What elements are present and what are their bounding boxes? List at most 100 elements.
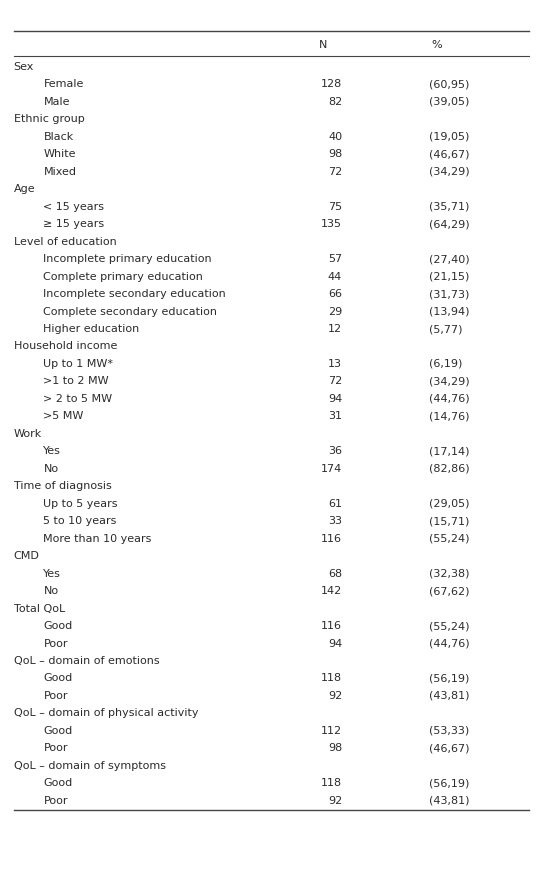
Text: Sex: Sex [14, 62, 34, 72]
Text: >5 MW: >5 MW [43, 411, 84, 421]
Text: Yes: Yes [43, 446, 61, 456]
Text: (43,81): (43,81) [429, 691, 470, 701]
Text: (21,15): (21,15) [429, 271, 469, 281]
Text: Household income: Household income [14, 341, 117, 351]
Text: 29: 29 [328, 306, 342, 316]
Text: Work: Work [14, 429, 42, 439]
Text: (19,05): (19,05) [429, 132, 469, 142]
Text: Good: Good [43, 621, 73, 631]
Text: 116: 116 [321, 534, 342, 544]
Text: 94: 94 [328, 394, 342, 404]
Text: (34,29): (34,29) [429, 376, 470, 386]
Text: ≥ 15 years: ≥ 15 years [43, 220, 105, 229]
Text: Yes: Yes [43, 569, 61, 579]
Text: %: % [432, 40, 443, 50]
Text: (56,19): (56,19) [429, 674, 469, 684]
Text: 142: 142 [321, 586, 342, 596]
Text: Good: Good [43, 726, 73, 736]
Text: 61: 61 [328, 499, 342, 509]
Text: (55,24): (55,24) [429, 621, 470, 631]
Text: 116: 116 [321, 621, 342, 631]
Text: (82,86): (82,86) [429, 464, 470, 474]
Text: Level of education: Level of education [14, 237, 116, 246]
Text: (44,76): (44,76) [429, 639, 470, 649]
Text: (64,29): (64,29) [429, 220, 470, 229]
Text: No: No [43, 586, 59, 596]
Text: Up to 5 years: Up to 5 years [43, 499, 118, 509]
Text: 98: 98 [328, 744, 342, 754]
Text: (17,14): (17,14) [429, 446, 470, 456]
Text: < 15 years: < 15 years [43, 202, 104, 211]
Text: (27,40): (27,40) [429, 254, 470, 264]
Text: Time of diagnosis: Time of diagnosis [14, 481, 111, 491]
Text: (46,67): (46,67) [429, 150, 470, 159]
Text: More than 10 years: More than 10 years [43, 534, 152, 544]
Text: 72: 72 [328, 167, 342, 177]
Text: 112: 112 [321, 726, 342, 736]
Text: (46,67): (46,67) [429, 744, 470, 754]
Text: (34,29): (34,29) [429, 167, 470, 177]
Text: 128: 128 [321, 80, 342, 90]
Text: Female: Female [43, 80, 84, 90]
Text: (53,33): (53,33) [429, 726, 469, 736]
Text: 118: 118 [321, 779, 342, 788]
Text: Complete primary education: Complete primary education [43, 271, 203, 281]
Text: (67,62): (67,62) [429, 586, 470, 596]
Text: 68: 68 [328, 569, 342, 579]
Text: (35,71): (35,71) [429, 202, 469, 211]
Text: 12: 12 [328, 324, 342, 334]
Text: Poor: Poor [43, 744, 68, 754]
Text: No: No [43, 464, 59, 474]
Text: 92: 92 [328, 691, 342, 701]
Text: 13: 13 [328, 359, 342, 369]
Text: Black: Black [43, 132, 74, 142]
Text: White: White [43, 150, 76, 159]
Text: QoL – domain of emotions: QoL – domain of emotions [14, 656, 159, 666]
Text: Up to 1 MW*: Up to 1 MW* [43, 359, 113, 369]
Text: (14,76): (14,76) [429, 411, 470, 421]
Text: 31: 31 [328, 411, 342, 421]
Text: Incomplete secondary education: Incomplete secondary education [43, 289, 226, 299]
Text: Ethnic group: Ethnic group [14, 115, 84, 125]
Text: (31,73): (31,73) [429, 289, 469, 299]
Text: Total QoL: Total QoL [14, 604, 65, 614]
Text: Complete secondary education: Complete secondary education [43, 306, 217, 316]
Text: (43,81): (43,81) [429, 796, 470, 806]
Text: >1 to 2 MW: >1 to 2 MW [43, 376, 109, 386]
Text: (44,76): (44,76) [429, 394, 470, 404]
Text: (56,19): (56,19) [429, 779, 469, 788]
Text: (32,38): (32,38) [429, 569, 470, 579]
Text: 33: 33 [328, 516, 342, 526]
Text: Incomplete primary education: Incomplete primary education [43, 254, 212, 264]
Text: CMD: CMD [14, 551, 40, 561]
Text: 75: 75 [328, 202, 342, 211]
Text: > 2 to 5 MW: > 2 to 5 MW [43, 394, 112, 404]
Text: Male: Male [43, 97, 70, 107]
Text: (6,19): (6,19) [429, 359, 462, 369]
Text: (29,05): (29,05) [429, 499, 470, 509]
Text: Good: Good [43, 779, 73, 788]
Text: 40: 40 [328, 132, 342, 142]
Text: 57: 57 [328, 254, 342, 264]
Text: (60,95): (60,95) [429, 80, 469, 90]
Text: 36: 36 [328, 446, 342, 456]
Text: 72: 72 [328, 376, 342, 386]
Text: Mixed: Mixed [43, 167, 77, 177]
Text: (13,94): (13,94) [429, 306, 470, 316]
Text: QoL – domain of symptoms: QoL – domain of symptoms [14, 761, 166, 771]
Text: Poor: Poor [43, 796, 68, 806]
Text: 98: 98 [328, 150, 342, 159]
Text: 135: 135 [321, 220, 342, 229]
Text: 44: 44 [328, 271, 342, 281]
Text: 66: 66 [328, 289, 342, 299]
Text: Higher education: Higher education [43, 324, 140, 334]
Text: Age: Age [14, 185, 35, 194]
Text: QoL – domain of physical activity: QoL – domain of physical activity [14, 709, 198, 719]
Text: 174: 174 [321, 464, 342, 474]
Text: Good: Good [43, 674, 73, 684]
Text: (5,77): (5,77) [429, 324, 463, 334]
Text: (15,71): (15,71) [429, 516, 469, 526]
Text: (55,24): (55,24) [429, 534, 470, 544]
Text: 118: 118 [321, 674, 342, 684]
Text: Poor: Poor [43, 691, 68, 701]
